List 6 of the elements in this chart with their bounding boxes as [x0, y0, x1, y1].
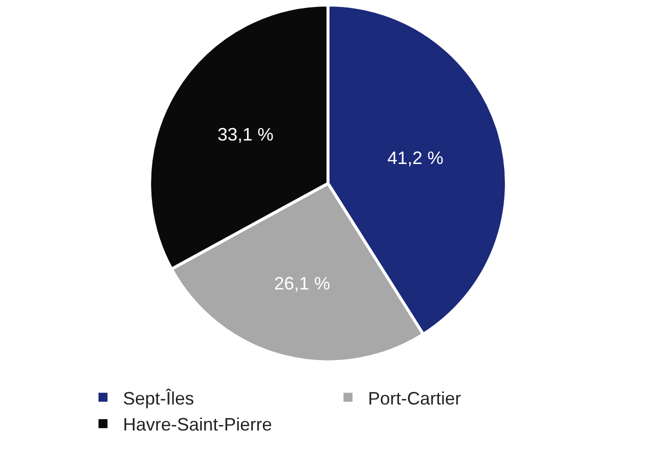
- legend-label: Sept-Îles: [123, 388, 194, 408]
- legend-label: Havre-Saint-Pierre: [123, 414, 272, 435]
- legend-label: Port-Cartier: [368, 388, 462, 408]
- data-label: 33,1 %: [217, 124, 274, 144]
- data-label: 26,1 %: [274, 273, 330, 294]
- data-label: 41,2 %: [387, 148, 444, 168]
